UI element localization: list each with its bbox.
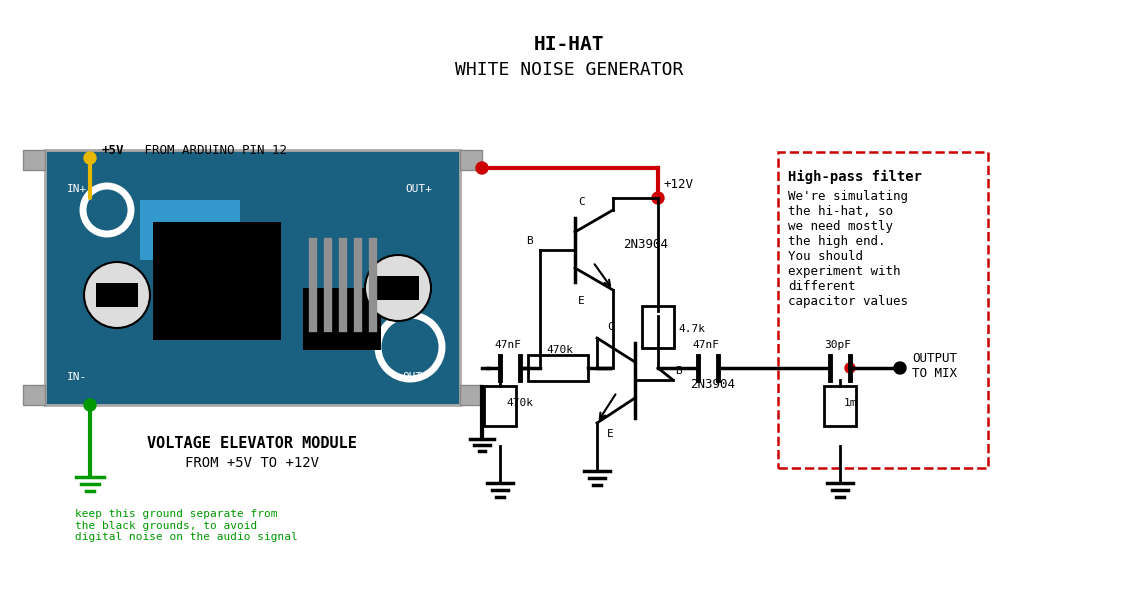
Text: OUT-: OUT- (402, 372, 429, 382)
Text: 470k: 470k (506, 398, 533, 408)
Text: 470k: 470k (546, 345, 574, 355)
Bar (152, 222, 281, 340)
Bar (140, 200, 240, 260)
Bar (46, 150, 460, 405)
Circle shape (84, 152, 96, 164)
Bar (484, 386, 516, 426)
Bar (460, 150, 483, 170)
Text: 1m: 1m (844, 398, 858, 408)
Circle shape (365, 255, 431, 321)
Text: WHITE NOISE GENERATOR: WHITE NOISE GENERATOR (455, 61, 683, 79)
Text: 30pF: 30pF (825, 340, 851, 350)
Text: IN+: IN+ (67, 184, 88, 194)
Text: keep this ground separate from
the black grounds, to avoid
digital noise on the : keep this ground separate from the black… (75, 509, 298, 542)
Circle shape (84, 262, 150, 328)
Text: C: C (578, 197, 585, 207)
Circle shape (652, 192, 663, 204)
Text: HI-HAT: HI-HAT (534, 36, 604, 55)
Text: 47nF: 47nF (693, 340, 719, 350)
Text: E: E (578, 296, 585, 306)
Bar (23, 385, 46, 405)
Bar (824, 386, 856, 426)
Bar (460, 385, 483, 405)
Bar (778, 152, 988, 468)
Text: We're simulating
the hi-hat, so
we need mostly
the high end.
You should
experime: We're simulating the hi-hat, so we need … (787, 190, 908, 308)
Text: 2N3904: 2N3904 (690, 378, 735, 391)
Text: B: B (675, 366, 682, 376)
Bar (642, 306, 674, 348)
Text: High-pass filter: High-pass filter (787, 170, 922, 184)
Circle shape (476, 162, 488, 174)
Text: +5V: +5V (102, 143, 124, 157)
Bar (377, 276, 419, 300)
Text: 47nF: 47nF (495, 340, 521, 350)
Text: C: C (607, 322, 613, 332)
Text: IN-: IN- (67, 372, 88, 382)
Text: FROM +5V TO +12V: FROM +5V TO +12V (185, 456, 319, 470)
Text: E: E (607, 429, 613, 439)
Circle shape (846, 363, 855, 373)
Bar (23, 150, 46, 170)
Text: OUT+: OUT+ (405, 184, 432, 194)
Bar (303, 288, 381, 350)
Text: 4.7k: 4.7k (678, 324, 706, 334)
Text: OUTPUT
TO MIX: OUTPUT TO MIX (912, 352, 957, 380)
Text: FROM ARDUINO PIN 12: FROM ARDUINO PIN 12 (137, 143, 287, 157)
Text: VOLTAGE ELEVATOR MODULE: VOLTAGE ELEVATOR MODULE (147, 435, 357, 450)
Text: B: B (526, 236, 533, 246)
Text: +12V: +12V (663, 178, 694, 190)
Circle shape (84, 399, 96, 411)
Text: 2N3904: 2N3904 (622, 238, 668, 251)
Bar (528, 355, 588, 381)
Bar (96, 283, 138, 307)
Circle shape (894, 362, 906, 374)
